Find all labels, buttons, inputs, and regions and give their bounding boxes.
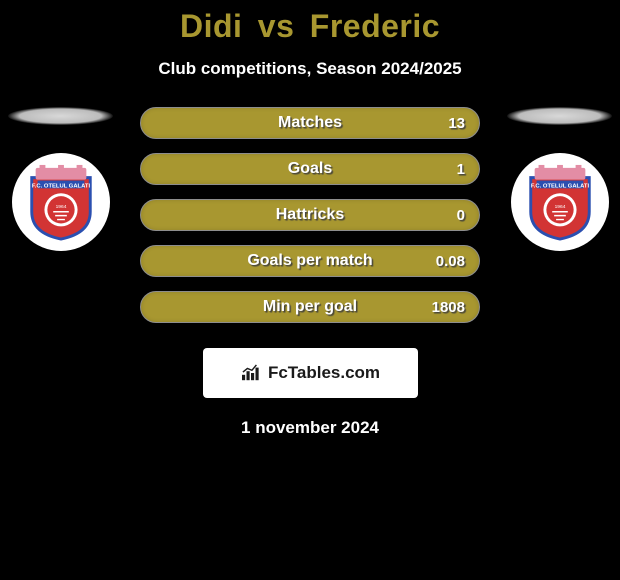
bar-chart-icon: [240, 364, 262, 382]
subtitle: Club competitions, Season 2024/2025: [0, 59, 620, 79]
brand-text: FcTables.com: [268, 363, 380, 383]
stat-value-right: 1808: [432, 299, 465, 316]
stat-row: Min per goal 1808: [140, 291, 480, 323]
right-club-badge: F.C. OTELUL GALATI 1964: [511, 153, 609, 251]
stat-label: Min per goal: [141, 298, 479, 316]
club-crest-icon: F.C. OTELUL GALATI 1964: [521, 163, 599, 241]
stat-row: Hattricks 0: [140, 199, 480, 231]
stat-label: Goals: [141, 160, 479, 178]
stat-row: Goals per match 0.08: [140, 245, 480, 277]
stat-value-right: 0: [457, 207, 465, 224]
player-silhouette-shadow: [507, 107, 612, 125]
club-crest-icon: F.C. OTELUL GALATI 1964: [22, 163, 100, 241]
player1-name: Didi: [180, 8, 242, 44]
left-club-badge: F.C. OTELUL GALATI 1964: [12, 153, 110, 251]
svg-text:F.C. OTELUL GALATI: F.C. OTELUL GALATI: [31, 183, 90, 189]
date-text: 1 november 2024: [0, 418, 620, 438]
brand-box[interactable]: FcTables.com: [203, 348, 418, 398]
stat-value-right: 1: [457, 161, 465, 178]
body-area: F.C. OTELUL GALATI 1964 F.C. OT: [0, 107, 620, 438]
player2-name: Frederic: [310, 8, 440, 44]
stat-row: Goals 1: [140, 153, 480, 185]
left-player-column: F.C. OTELUL GALATI 1964: [8, 107, 113, 251]
comparison-card: Didi vs Frederic Club competitions, Seas…: [0, 0, 620, 438]
player-silhouette-shadow: [8, 107, 113, 125]
stat-value-right: 0.08: [436, 253, 465, 270]
page-title: Didi vs Frederic: [0, 8, 620, 45]
right-player-column: F.C. OTELUL GALATI 1964: [507, 107, 612, 251]
stat-label: Hattricks: [141, 206, 479, 224]
stats-list: Matches 13 Goals 1 Hattricks 0 Goals per…: [140, 107, 480, 323]
svg-text:1964: 1964: [55, 204, 66, 210]
stat-label: Goals per match: [141, 252, 479, 270]
stat-row: Matches 13: [140, 107, 480, 139]
stat-label: Matches: [141, 114, 479, 132]
vs-separator: vs: [258, 8, 295, 44]
svg-text:1964: 1964: [554, 204, 565, 210]
stat-value-right: 13: [448, 115, 465, 132]
svg-text:F.C. OTELUL GALATI: F.C. OTELUL GALATI: [530, 183, 589, 189]
